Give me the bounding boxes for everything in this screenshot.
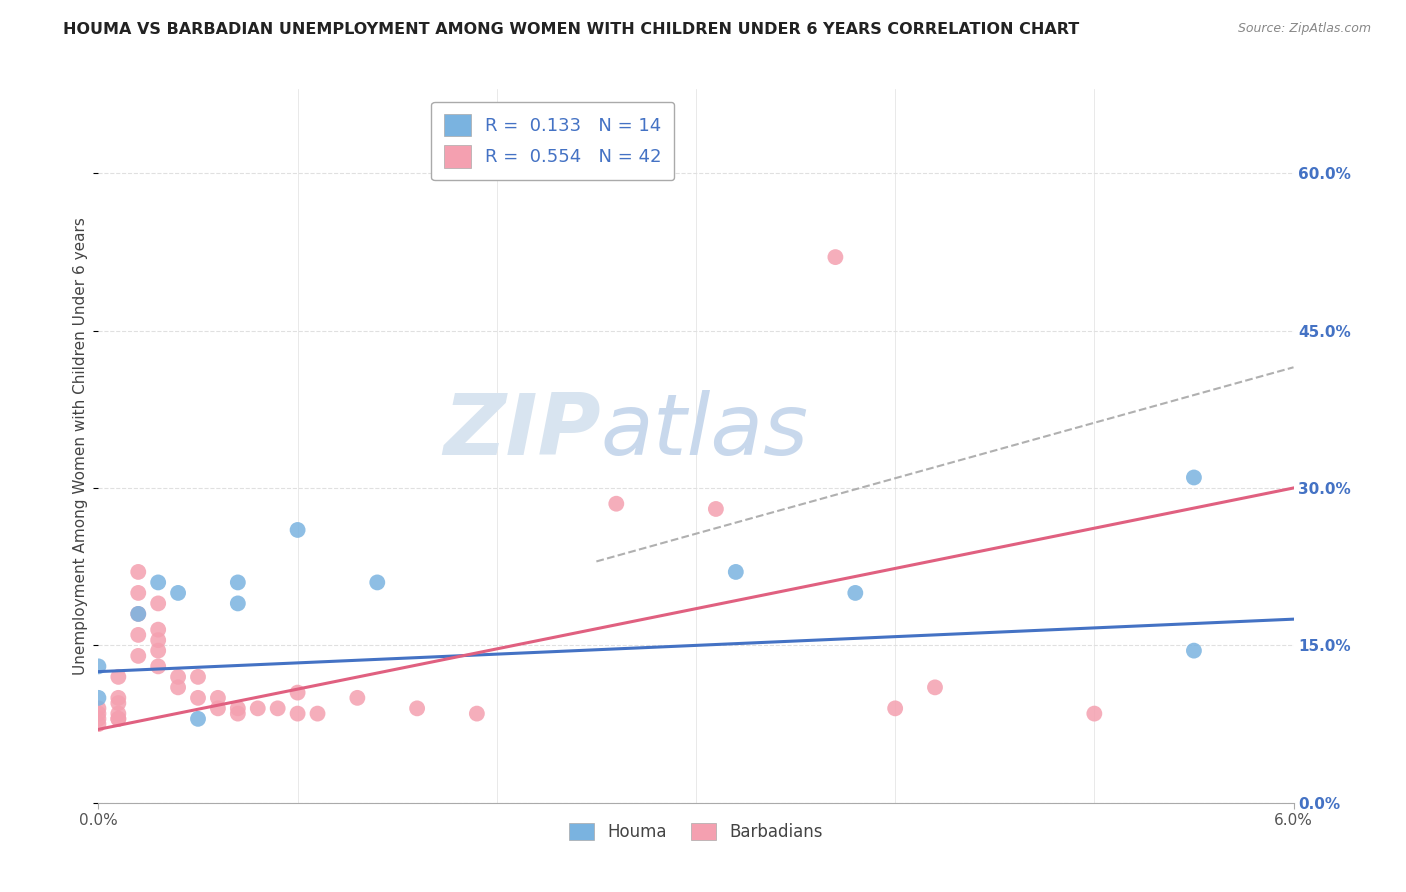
Point [87,659,110,673]
Point [824,250,846,264]
Point [605,497,627,511]
Point [187,670,209,684]
Point [207,701,229,715]
Point [107,712,129,726]
Point [924,681,946,695]
Point [307,706,329,721]
Point [167,670,190,684]
Point [148,596,170,610]
Point [287,685,309,699]
Point [148,633,170,648]
Point [287,523,309,537]
Point [87,701,110,715]
Point [187,712,209,726]
Point [207,690,229,705]
Text: HOUMA VS BARBADIAN UNEMPLOYMENT AMONG WOMEN WITH CHILDREN UNDER 6 YEARS CORRELAT: HOUMA VS BARBADIAN UNEMPLOYMENT AMONG WO… [63,22,1080,37]
Point [127,628,149,642]
Point [226,706,249,721]
Point [465,706,488,721]
Point [127,586,149,600]
Y-axis label: Unemployment Among Women with Children Under 6 years: Unemployment Among Women with Children U… [73,217,89,675]
Point [246,701,269,715]
Point [87,690,110,705]
Text: atlas: atlas [600,390,808,474]
Point [1083,706,1105,721]
Point [226,596,249,610]
Point [148,643,170,657]
Point [346,690,368,705]
Point [107,670,129,684]
Point [127,565,149,579]
Point [1182,470,1205,484]
Point [287,706,309,721]
Point [107,712,129,726]
Point [148,623,170,637]
Point [167,681,190,695]
Point [226,575,249,590]
Point [406,701,429,715]
Point [366,575,388,590]
Point [87,712,110,726]
Point [87,706,110,721]
Point [107,690,129,705]
Point [127,607,149,621]
Point [127,648,149,663]
Point [127,607,149,621]
Point [884,701,907,715]
Point [704,502,727,516]
Point [148,575,170,590]
Point [167,586,190,600]
Text: ZIP: ZIP [443,390,600,474]
Point [267,701,290,715]
Point [1182,643,1205,657]
Text: Source: ZipAtlas.com: Source: ZipAtlas.com [1237,22,1371,36]
Point [226,701,249,715]
Point [87,717,110,731]
Point [107,706,129,721]
Point [844,586,866,600]
Legend: Houma, Barbadians: Houma, Barbadians [562,816,830,848]
Point [724,565,747,579]
Point [107,696,129,710]
Point [148,659,170,673]
Point [187,690,209,705]
